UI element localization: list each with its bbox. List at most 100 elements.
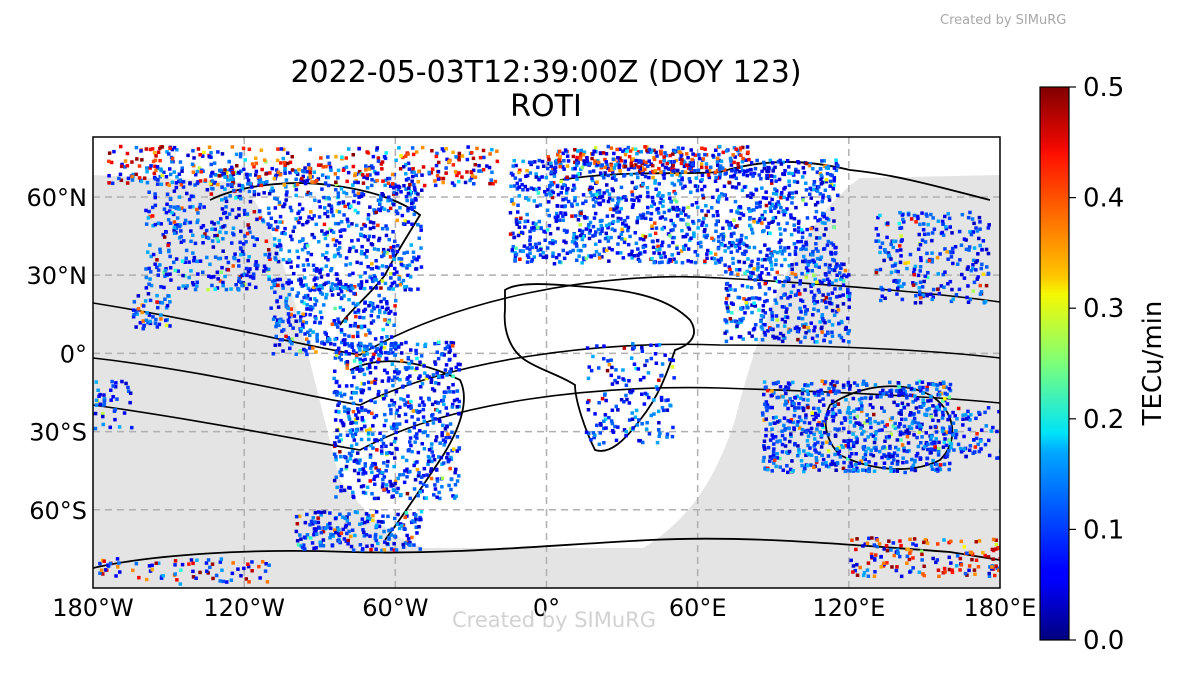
roti-point [551, 251, 555, 255]
roti-point [352, 349, 356, 353]
roti-point [341, 200, 346, 204]
roti-point [322, 195, 326, 200]
roti-point [760, 264, 764, 269]
roti-point [352, 375, 356, 380]
roti-point [290, 341, 294, 346]
roti-point [366, 366, 370, 371]
roti-point [351, 164, 356, 169]
roti-point [762, 392, 766, 397]
roti-point [778, 385, 783, 389]
roti-point [760, 186, 764, 190]
roti-point [766, 165, 770, 170]
roti-point [336, 292, 341, 296]
roti-point [786, 470, 790, 475]
roti-point [588, 170, 592, 174]
roti-point [403, 469, 407, 473]
roti-point [719, 258, 723, 262]
roti-point [818, 217, 822, 222]
roti-point [301, 325, 305, 329]
roti-point [782, 293, 786, 297]
roti-point [732, 146, 737, 150]
roti-point [188, 181, 192, 185]
roti-point [825, 440, 829, 444]
roti-point [745, 269, 749, 274]
roti-point [362, 316, 366, 320]
roti-point [416, 287, 420, 291]
roti-point [158, 247, 162, 252]
roti-point [389, 347, 393, 352]
roti-point [535, 204, 539, 208]
roti-point [295, 249, 299, 253]
roti-point [683, 234, 688, 239]
roti-point [377, 357, 381, 362]
roti-point [241, 252, 246, 256]
roti-point [738, 239, 743, 243]
roti-point [389, 335, 394, 339]
roti-point [373, 482, 377, 486]
roti-point [410, 222, 414, 226]
roti-point [362, 286, 367, 291]
roti-point [530, 245, 534, 250]
roti-point [792, 242, 797, 246]
roti-point [848, 415, 853, 420]
roti-point [418, 429, 422, 433]
roti-point [300, 207, 305, 211]
roti-point [727, 226, 732, 230]
roti-point [394, 158, 398, 162]
roti-point [162, 285, 166, 290]
roti-point [660, 215, 664, 219]
roti-point [216, 182, 220, 187]
roti-point [298, 239, 302, 244]
roti-point [819, 173, 824, 178]
roti-point [780, 433, 785, 438]
roti-point [184, 256, 188, 261]
roti-point [681, 146, 685, 151]
roti-point [671, 163, 675, 168]
roti-point [344, 156, 348, 160]
roti-point [727, 180, 731, 185]
roti-point [798, 292, 802, 296]
roti-point [901, 391, 905, 396]
roti-point [389, 246, 393, 250]
roti-point [224, 205, 228, 209]
roti-point [760, 327, 765, 331]
roti-point [895, 438, 900, 442]
roti-point [986, 226, 991, 230]
roti-point [676, 168, 680, 173]
roti-point [309, 307, 313, 312]
roti-point [385, 451, 389, 455]
roti-point [884, 454, 888, 459]
roti-point [898, 432, 903, 437]
roti-point [363, 408, 368, 412]
roti-point [297, 220, 301, 225]
roti-point [447, 435, 452, 440]
roti-point [391, 494, 395, 498]
roti-point [793, 272, 798, 277]
roti-point [777, 280, 782, 284]
roti-point [647, 147, 652, 152]
roti-point [705, 233, 709, 238]
roti-point [857, 461, 862, 465]
roti-point [787, 252, 792, 257]
roti-point [414, 267, 418, 271]
roti-point [814, 415, 818, 420]
roti-point [326, 155, 330, 159]
roti-point [833, 287, 837, 291]
roti-point [753, 278, 757, 282]
roti-point [203, 178, 208, 182]
roti-point [267, 255, 271, 259]
roti-point [641, 212, 646, 217]
roti-point [444, 147, 448, 151]
roti-point [591, 234, 595, 238]
roti-point [335, 435, 339, 440]
roti-point [305, 293, 310, 298]
roti-point [379, 286, 383, 290]
roti-point [821, 293, 825, 297]
roti-point [338, 286, 343, 291]
roti-point [675, 205, 679, 210]
roti-point [616, 156, 620, 160]
roti-point [576, 248, 581, 253]
roti-point [375, 146, 379, 150]
roti-point [863, 396, 868, 400]
roti-point [552, 262, 557, 266]
